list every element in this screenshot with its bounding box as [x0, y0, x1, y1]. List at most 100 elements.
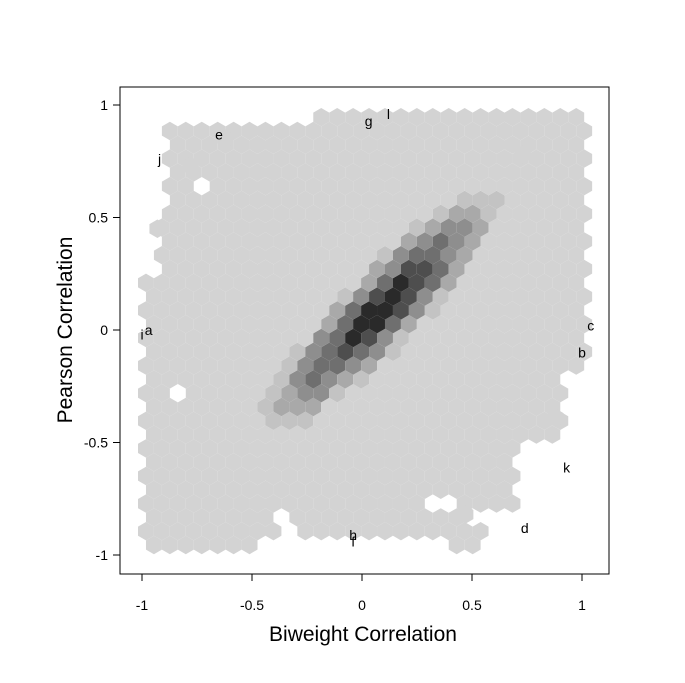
hex-cell: [384, 315, 401, 334]
hex-cell: [464, 232, 481, 251]
hex-cell: [321, 121, 338, 141]
hex-cell: [217, 129, 234, 148]
hex-cell: [369, 204, 385, 223]
hex-cell: [241, 397, 258, 417]
hex-cell: [241, 508, 258, 527]
hex-cell: [496, 121, 513, 141]
hex-cell: [273, 342, 290, 361]
hex-cell: [488, 108, 505, 127]
hex-cell: [241, 480, 258, 499]
point-label-i: i: [140, 327, 143, 343]
hex-cell: [432, 149, 449, 168]
hex-cell: [273, 370, 290, 389]
hex-cell: [138, 356, 154, 375]
hex-cell: [464, 149, 481, 168]
hex-cell: [528, 177, 545, 196]
hex-cell: [424, 135, 441, 154]
hex-cell: [273, 232, 290, 251]
hex-cell: [528, 342, 545, 361]
hex-cell: [305, 342, 322, 361]
hex-cell: [464, 370, 481, 389]
hex-cell: [544, 342, 561, 361]
hex-cell: [233, 301, 250, 320]
hex-cell: [353, 232, 370, 251]
hex-cell: [400, 149, 417, 168]
hex-cell: [257, 149, 274, 168]
hex-cell: [337, 204, 354, 223]
hex-cell: [249, 439, 266, 458]
hex-cell: [369, 232, 385, 251]
hex-cell: [161, 397, 178, 417]
hex-cell: [249, 218, 266, 237]
hex-cell: [305, 508, 322, 527]
hex-cell: [161, 453, 178, 472]
hex-cell: [488, 246, 505, 265]
hex-cell: [345, 190, 362, 210]
hex-cell: [400, 287, 417, 306]
hex-cell: [377, 108, 393, 127]
hex-cell: [241, 177, 258, 196]
hex-cell: [337, 287, 354, 306]
hex-cell: [153, 466, 170, 486]
hex-cell: [408, 273, 425, 292]
hex-cell: [408, 135, 425, 154]
hex-cell: [472, 494, 489, 513]
hex-cell: [145, 453, 162, 472]
hex-cell: [448, 535, 465, 555]
hex-cell: [193, 204, 210, 223]
hex-cell: [217, 384, 234, 403]
hex-cell: [209, 480, 226, 499]
hex-cell: [209, 149, 226, 168]
hex-cell: [384, 177, 401, 196]
hex-cell: [416, 370, 433, 389]
hex-cell: [424, 246, 441, 265]
hex-cell: [329, 411, 346, 430]
hex-cell: [472, 384, 489, 403]
hex-cell: [353, 204, 370, 223]
hex-cell: [440, 163, 457, 182]
hex-cell: [528, 287, 545, 306]
hex-cell: [345, 411, 362, 430]
hex-cell: [321, 425, 338, 444]
hex-cell: [400, 453, 417, 472]
hex-cell: [233, 356, 250, 375]
hex-cell: [408, 494, 425, 513]
hex-cell: [225, 315, 242, 334]
hex-cell: [313, 384, 330, 403]
hex-cell: [177, 397, 194, 417]
hex-cell: [145, 370, 162, 389]
hex-cell: [408, 190, 425, 210]
hex-cell: [456, 356, 473, 375]
x-tick-label: -1: [136, 597, 149, 613]
hex-cell: [544, 121, 561, 141]
hex-cell: [305, 204, 322, 223]
hex-cell: [257, 232, 274, 251]
hex-cell: [161, 287, 178, 306]
hex-cell: [257, 397, 274, 417]
hex-cell: [408, 356, 425, 375]
hex-cell: [568, 301, 585, 320]
hex-cell: [225, 397, 242, 417]
hex-cell: [504, 439, 521, 458]
hex-cell: [145, 480, 162, 499]
hex-cell: [217, 494, 234, 513]
hex-cell: [440, 411, 457, 430]
hex-cell: [161, 204, 178, 223]
hex-cell: [480, 342, 497, 361]
hex-cell: [456, 466, 473, 486]
hex-cell: [353, 315, 370, 334]
y-tick-label: -1: [96, 547, 109, 563]
hex-cell: [281, 439, 298, 458]
hex-cell: [408, 163, 425, 182]
hex-cell: [576, 287, 593, 306]
hex-cell: [185, 494, 202, 513]
hex-cell: [416, 287, 433, 306]
hex-cell: [377, 190, 393, 210]
hex-cell: [392, 411, 409, 430]
hex-cell: [193, 342, 210, 361]
hex-cell: [504, 494, 521, 513]
hex-cell: [345, 494, 362, 513]
hex-cell: [456, 273, 473, 292]
hex-cell: [528, 397, 545, 417]
hex-cell: [361, 273, 378, 292]
